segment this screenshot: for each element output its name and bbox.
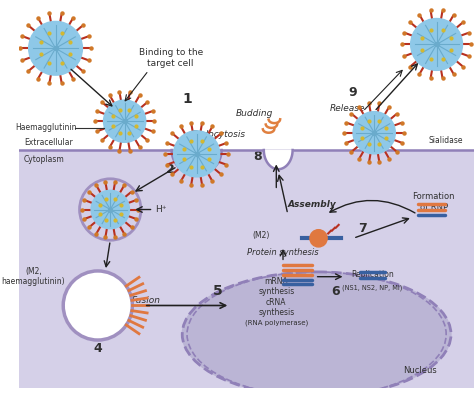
Text: 4: 4 <box>93 342 102 355</box>
Text: Assembly: Assembly <box>287 200 336 209</box>
Circle shape <box>103 100 146 142</box>
Text: (M2): (M2) <box>252 231 270 240</box>
Circle shape <box>91 190 129 229</box>
Text: Haemagglutinin: Haemagglutinin <box>15 124 77 132</box>
Text: 5: 5 <box>213 284 223 298</box>
Text: Budding: Budding <box>236 109 273 118</box>
Text: Binding to the
target cell: Binding to the target cell <box>138 48 203 68</box>
Circle shape <box>28 21 82 75</box>
Circle shape <box>410 19 463 70</box>
Circle shape <box>80 179 141 240</box>
Polygon shape <box>264 150 292 169</box>
Ellipse shape <box>182 272 451 396</box>
Text: Formation
of RNP: Formation of RNP <box>412 192 455 211</box>
Text: (M2,
haemagglutinin): (M2, haemagglutinin) <box>2 267 65 286</box>
Circle shape <box>353 112 395 154</box>
Text: 1: 1 <box>182 92 192 106</box>
Text: mRNA
synthesis: mRNA synthesis <box>258 276 294 296</box>
Text: Nucleus: Nucleus <box>403 366 437 375</box>
Text: Sialidase: Sialidase <box>429 136 464 145</box>
Text: Endocytosis: Endocytosis <box>191 130 246 139</box>
Text: (NS1, NS2, NP, MI): (NS1, NS2, NP, MI) <box>342 285 402 291</box>
Text: H⁺: H⁺ <box>155 205 167 214</box>
Text: 7: 7 <box>358 222 367 235</box>
Text: cRNA
synthesis: cRNA synthesis <box>258 298 294 317</box>
Text: Release: Release <box>329 104 365 113</box>
Circle shape <box>63 271 132 340</box>
Text: (RNA polymerase): (RNA polymerase) <box>245 320 308 326</box>
Text: Fusion: Fusion <box>131 296 160 305</box>
Text: Cytoplasm: Cytoplasm <box>24 155 64 164</box>
Circle shape <box>173 131 219 177</box>
Text: 3: 3 <box>123 213 132 226</box>
Circle shape <box>310 230 327 247</box>
Bar <box>19 150 474 388</box>
Text: Extracellular: Extracellular <box>24 138 73 147</box>
Text: Protein synthesis: Protein synthesis <box>247 248 319 257</box>
Text: 9: 9 <box>349 86 357 99</box>
Text: 8: 8 <box>253 150 261 163</box>
Text: 6: 6 <box>331 285 340 298</box>
Text: Replication: Replication <box>351 270 393 279</box>
Text: 2: 2 <box>166 163 175 176</box>
